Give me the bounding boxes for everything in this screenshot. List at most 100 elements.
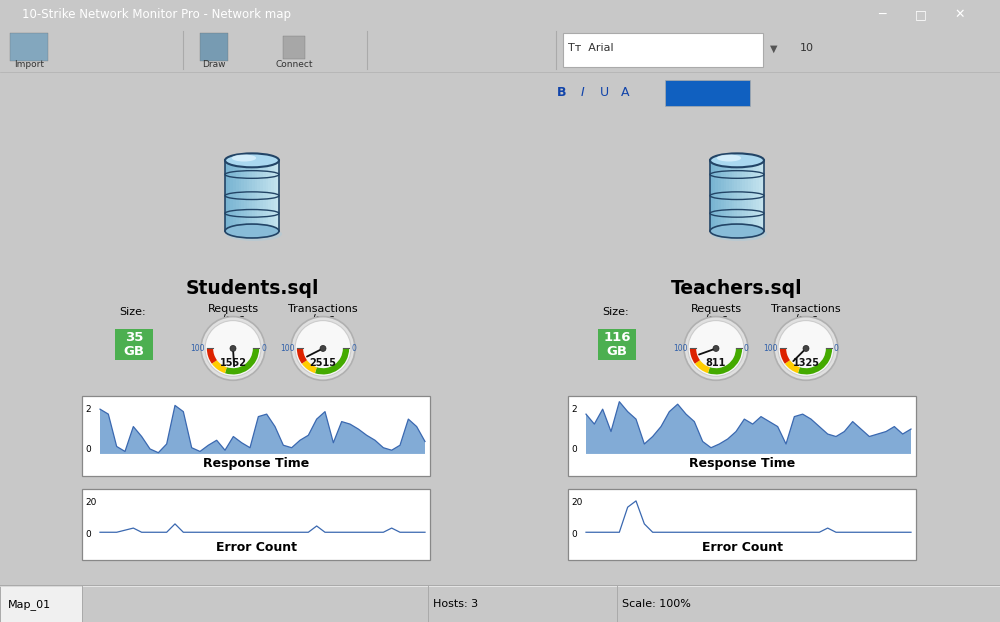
Ellipse shape: [717, 154, 741, 162]
FancyBboxPatch shape: [283, 35, 305, 59]
Text: Map_01: Map_01: [8, 599, 51, 610]
Circle shape: [291, 317, 355, 380]
FancyBboxPatch shape: [200, 34, 228, 61]
Polygon shape: [740, 160, 742, 231]
Polygon shape: [715, 160, 718, 231]
Ellipse shape: [226, 227, 282, 241]
Polygon shape: [756, 160, 759, 231]
Circle shape: [295, 320, 351, 376]
Text: 116
GB: 116 GB: [603, 331, 631, 358]
Text: □: □: [915, 8, 927, 21]
Polygon shape: [100, 406, 425, 454]
Polygon shape: [239, 160, 241, 231]
Text: 0: 0: [351, 344, 356, 353]
Polygon shape: [263, 160, 266, 231]
Polygon shape: [225, 160, 228, 231]
Text: 1325: 1325: [792, 358, 820, 368]
Polygon shape: [745, 160, 748, 231]
FancyBboxPatch shape: [563, 34, 763, 67]
Text: 10: 10: [800, 44, 814, 53]
Text: 35
GB: 35 GB: [124, 331, 144, 358]
Text: Students.sql: Students.sql: [185, 279, 319, 298]
Ellipse shape: [711, 227, 767, 241]
Text: 100: 100: [764, 344, 778, 353]
Text: ✕: ✕: [955, 8, 965, 21]
Text: 100: 100: [674, 344, 688, 353]
Polygon shape: [586, 402, 911, 454]
Polygon shape: [268, 160, 271, 231]
Text: Transactions
/sec: Transactions /sec: [771, 304, 841, 325]
Circle shape: [201, 317, 265, 380]
Polygon shape: [271, 160, 274, 231]
Circle shape: [774, 317, 838, 380]
Polygon shape: [233, 160, 236, 231]
FancyBboxPatch shape: [665, 80, 750, 106]
Circle shape: [684, 317, 748, 380]
Text: Transactions
/sec: Transactions /sec: [288, 304, 358, 325]
Ellipse shape: [225, 154, 279, 167]
Text: 811: 811: [706, 358, 726, 368]
FancyBboxPatch shape: [568, 489, 916, 560]
Polygon shape: [713, 160, 715, 231]
Text: 100: 100: [190, 344, 205, 353]
FancyBboxPatch shape: [0, 587, 82, 622]
Text: 10-Strike Network Monitor Pro - Network map: 10-Strike Network Monitor Pro - Network …: [22, 8, 291, 21]
Text: Error Count: Error Count: [702, 541, 782, 554]
Ellipse shape: [710, 224, 764, 238]
Text: 0: 0: [85, 529, 91, 539]
Text: 0: 0: [85, 445, 91, 454]
Text: 20: 20: [85, 498, 96, 507]
Circle shape: [688, 320, 744, 376]
Polygon shape: [734, 160, 737, 231]
Text: 1552: 1552: [220, 358, 246, 368]
Text: B: B: [557, 86, 567, 98]
Text: 0: 0: [744, 344, 749, 353]
Text: Hosts: 3: Hosts: 3: [433, 599, 478, 609]
Polygon shape: [742, 160, 745, 231]
Text: 0: 0: [834, 344, 839, 353]
Ellipse shape: [225, 224, 279, 238]
Text: Draw: Draw: [202, 60, 226, 70]
Polygon shape: [759, 160, 761, 231]
Text: ▼: ▼: [770, 44, 778, 53]
Polygon shape: [260, 160, 263, 231]
Text: 20: 20: [571, 498, 582, 507]
Polygon shape: [244, 160, 247, 231]
Polygon shape: [247, 160, 249, 231]
Polygon shape: [748, 160, 750, 231]
Polygon shape: [266, 160, 268, 231]
Ellipse shape: [710, 154, 764, 167]
Text: Teachers.sql: Teachers.sql: [671, 279, 803, 298]
Text: Requests
/sec: Requests /sec: [690, 304, 742, 325]
Polygon shape: [710, 160, 713, 231]
Circle shape: [803, 345, 809, 351]
Polygon shape: [753, 160, 756, 231]
Polygon shape: [726, 160, 729, 231]
FancyBboxPatch shape: [82, 489, 430, 560]
FancyBboxPatch shape: [598, 328, 636, 360]
Text: 2: 2: [85, 405, 91, 414]
Polygon shape: [257, 160, 260, 231]
FancyBboxPatch shape: [115, 328, 153, 360]
Circle shape: [320, 345, 326, 351]
Polygon shape: [724, 160, 726, 231]
Text: 0: 0: [261, 344, 266, 353]
Polygon shape: [750, 160, 753, 231]
Text: Response Time: Response Time: [203, 457, 309, 470]
Polygon shape: [255, 160, 257, 231]
Circle shape: [778, 320, 834, 376]
Polygon shape: [230, 160, 233, 231]
Ellipse shape: [232, 154, 256, 162]
Polygon shape: [241, 160, 244, 231]
FancyBboxPatch shape: [568, 396, 916, 476]
Text: A: A: [621, 86, 629, 98]
Text: 0: 0: [571, 445, 577, 454]
Text: 2515: 2515: [310, 358, 336, 368]
FancyBboxPatch shape: [82, 396, 430, 476]
Polygon shape: [761, 160, 764, 231]
Text: Connect: Connect: [275, 60, 313, 70]
Circle shape: [230, 345, 236, 351]
Text: Scale: 100%: Scale: 100%: [622, 599, 691, 609]
Polygon shape: [228, 160, 230, 231]
Polygon shape: [718, 160, 721, 231]
